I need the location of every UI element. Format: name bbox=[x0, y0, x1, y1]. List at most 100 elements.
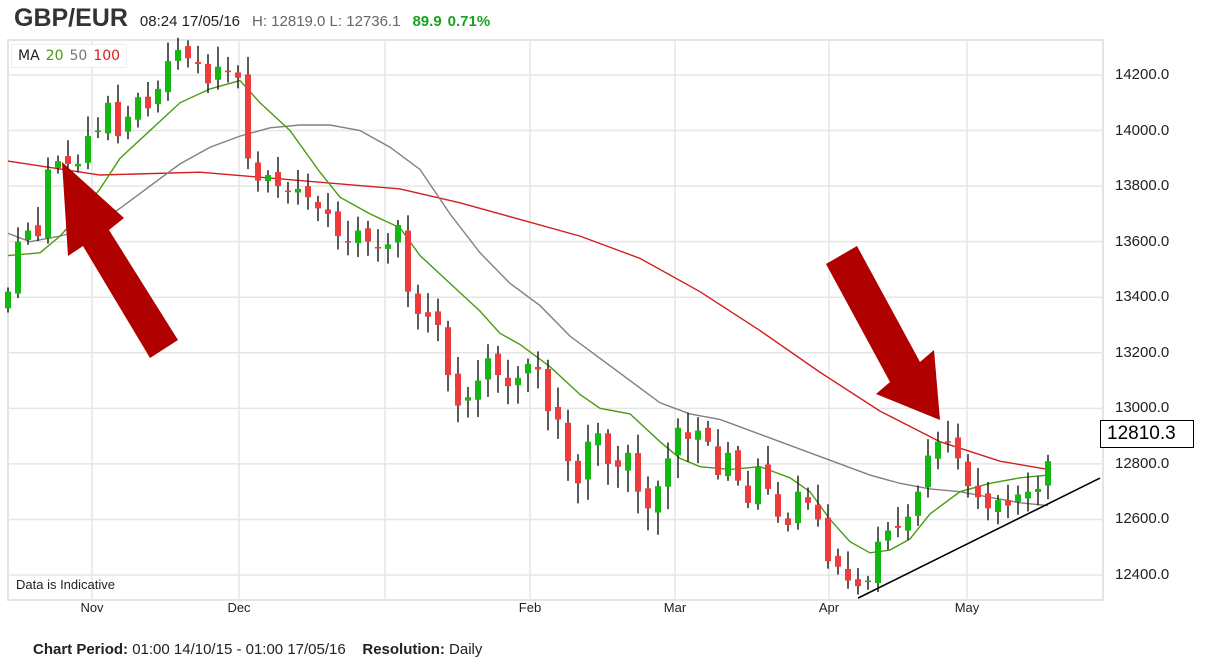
candle-body bbox=[1045, 461, 1051, 486]
candle bbox=[795, 475, 801, 530]
candle-body bbox=[855, 579, 861, 587]
y-tick-label: 13200.0 bbox=[1115, 343, 1170, 361]
candle bbox=[705, 420, 711, 446]
candle-body bbox=[755, 466, 761, 505]
candle bbox=[395, 220, 401, 258]
resolution-value: Daily bbox=[449, 641, 483, 658]
candle bbox=[895, 506, 901, 538]
candle bbox=[25, 222, 31, 245]
candle-body bbox=[985, 493, 991, 509]
candle-body bbox=[15, 241, 21, 294]
candle-body bbox=[125, 116, 131, 132]
y-tick-label: 14200.0 bbox=[1115, 66, 1170, 83]
chart-footer: Chart Period: 01:00 14/10/15 - 01:00 17/… bbox=[33, 641, 482, 658]
candle-body bbox=[245, 74, 251, 159]
candle bbox=[415, 284, 421, 330]
ma100-line bbox=[7, 160, 1049, 471]
candle-body bbox=[535, 366, 541, 370]
y-tick-label: 13000.0 bbox=[1115, 399, 1170, 417]
candle-body bbox=[955, 437, 961, 459]
candle-body bbox=[475, 380, 481, 400]
candle bbox=[5, 287, 11, 313]
candle-body bbox=[225, 70, 231, 73]
candle-body bbox=[485, 358, 491, 380]
candle bbox=[265, 170, 271, 193]
candle bbox=[35, 206, 41, 242]
candle bbox=[625, 444, 631, 492]
candle bbox=[385, 233, 391, 264]
candle-body bbox=[825, 517, 831, 562]
candle bbox=[575, 454, 581, 504]
candle bbox=[865, 575, 871, 590]
candle-body bbox=[195, 61, 201, 64]
legend-ma20[interactable]: 20 bbox=[45, 48, 64, 64]
candle bbox=[835, 548, 841, 575]
candle bbox=[965, 454, 971, 498]
y-tick-label: 12400.0 bbox=[1115, 566, 1170, 584]
candle bbox=[645, 476, 651, 531]
candle-body bbox=[515, 377, 521, 386]
candle bbox=[195, 45, 201, 74]
legend-ma100[interactable]: 100 bbox=[93, 48, 121, 64]
candle bbox=[505, 359, 511, 405]
symbol-title: GBP/EUR bbox=[14, 4, 128, 32]
candle bbox=[945, 420, 951, 453]
candle bbox=[1045, 454, 1051, 500]
candle bbox=[525, 358, 531, 392]
candle-body bbox=[165, 61, 171, 93]
candle bbox=[825, 504, 831, 569]
candle bbox=[295, 170, 301, 205]
candle-body bbox=[1005, 500, 1011, 506]
candle bbox=[345, 220, 351, 256]
candle bbox=[745, 470, 751, 509]
candle bbox=[165, 42, 171, 101]
candle bbox=[1035, 476, 1041, 506]
y-tick-label: 13400.0 bbox=[1115, 288, 1170, 306]
candle bbox=[255, 151, 261, 192]
candle bbox=[555, 387, 561, 439]
candle bbox=[665, 442, 671, 510]
candle-body bbox=[775, 494, 781, 517]
candle-body bbox=[395, 225, 401, 243]
candle bbox=[805, 487, 811, 510]
candle bbox=[545, 359, 551, 431]
candle bbox=[955, 423, 961, 470]
candle-body bbox=[595, 433, 601, 446]
candle-body bbox=[265, 175, 271, 182]
candle-body bbox=[415, 293, 421, 314]
data-indicative-note: Data is Indicative bbox=[16, 577, 115, 592]
candle-body bbox=[155, 88, 161, 105]
candle bbox=[425, 293, 431, 333]
candle-body bbox=[575, 460, 581, 484]
ma-legend[interactable]: MA 20 50 100 bbox=[11, 44, 128, 68]
candle bbox=[455, 356, 461, 423]
candle-body bbox=[1015, 494, 1021, 502]
candle-body bbox=[85, 136, 91, 163]
candle bbox=[105, 95, 111, 141]
candle-body bbox=[345, 241, 351, 243]
candle bbox=[335, 201, 341, 250]
resolution-label: Resolution: bbox=[362, 641, 445, 658]
x-tick-label: May bbox=[954, 600, 980, 615]
candle-body bbox=[305, 186, 311, 198]
x-tick-label: Mar bbox=[663, 600, 687, 615]
candle-body bbox=[625, 452, 631, 471]
candle-body bbox=[685, 432, 691, 439]
candle-body bbox=[765, 464, 771, 489]
candle-body bbox=[735, 450, 741, 481]
candle-body bbox=[5, 291, 11, 309]
candle-body bbox=[215, 66, 221, 80]
trendline bbox=[857, 477, 1101, 599]
candle-body bbox=[285, 190, 291, 193]
candle bbox=[495, 345, 501, 393]
candle-body bbox=[115, 101, 121, 137]
candle bbox=[85, 116, 91, 170]
candle-body bbox=[75, 163, 81, 167]
y-tick-label: 13600.0 bbox=[1115, 232, 1170, 250]
legend-ma50[interactable]: 50 bbox=[69, 48, 88, 64]
candle-body bbox=[545, 368, 551, 412]
candle bbox=[465, 386, 471, 418]
candle-body bbox=[555, 406, 561, 420]
candle bbox=[855, 568, 861, 595]
change-value: 89.9 bbox=[412, 13, 442, 30]
